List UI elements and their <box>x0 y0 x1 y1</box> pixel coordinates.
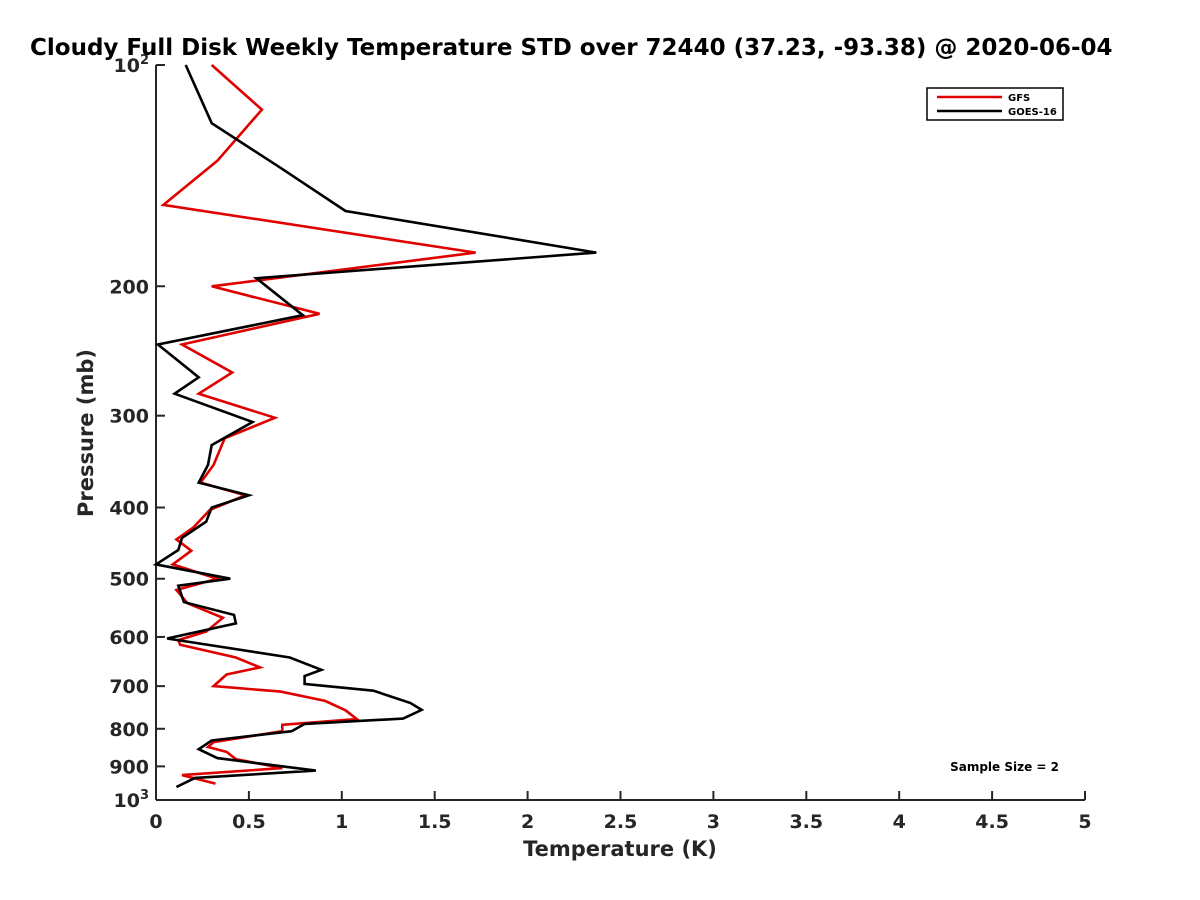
y-tick-label: 700 <box>109 676 149 698</box>
chart-title: Cloudy Full Disk Weekly Temperature STD … <box>30 35 1113 61</box>
y-tick-label: 300 <box>109 406 149 428</box>
y-tick-label: 200 <box>109 276 149 298</box>
y-tick-label: 600 <box>109 627 149 649</box>
x-tick-label: 0 <box>149 811 162 833</box>
y-tick-label: 400 <box>109 498 149 520</box>
x-tick-labels: 0 0.5 1 1.5 2 2.5 3 3.5 4 4.5 5 <box>149 811 1091 833</box>
y-tick-label: 103 <box>114 788 150 812</box>
x-tick-label: 2.5 <box>604 811 638 833</box>
y-tick-label: 102 <box>114 53 150 77</box>
y-tick-label: 900 <box>109 756 149 778</box>
x-tick-label: 0.5 <box>232 811 266 833</box>
x-axis-label: Temperature (K) <box>523 837 717 861</box>
series-lines <box>156 65 596 787</box>
legend-label: GOES-16 <box>1008 107 1057 118</box>
x-tick-label: 1.5 <box>418 811 452 833</box>
x-tick-label: 4.5 <box>975 811 1009 833</box>
series-line-gfs <box>163 65 475 784</box>
axes <box>156 65 1085 800</box>
x-tick-label: 5 <box>1078 811 1091 833</box>
x-tick-label: 3 <box>707 811 720 833</box>
x-tick-label: 4 <box>893 811 906 833</box>
legend-label: GFS <box>1008 93 1030 104</box>
temperature-profile-chart: Cloudy Full Disk Weekly Temperature STD … <box>0 0 1200 900</box>
y-tick-label: 800 <box>109 719 149 741</box>
x-tick-label: 2 <box>521 811 534 833</box>
x-tick-label: 3.5 <box>789 811 823 833</box>
x-tick-label: 1 <box>335 811 348 833</box>
legend: GFS GOES-16 <box>927 88 1063 120</box>
sample-size-annotation: Sample Size = 2 <box>950 760 1059 774</box>
y-axis-label: Pressure (mb) <box>74 349 98 517</box>
y-tick-label: 500 <box>109 569 149 591</box>
y-tick-labels: 102 200 300 400 500 600 700 800 900 103 <box>109 53 149 812</box>
